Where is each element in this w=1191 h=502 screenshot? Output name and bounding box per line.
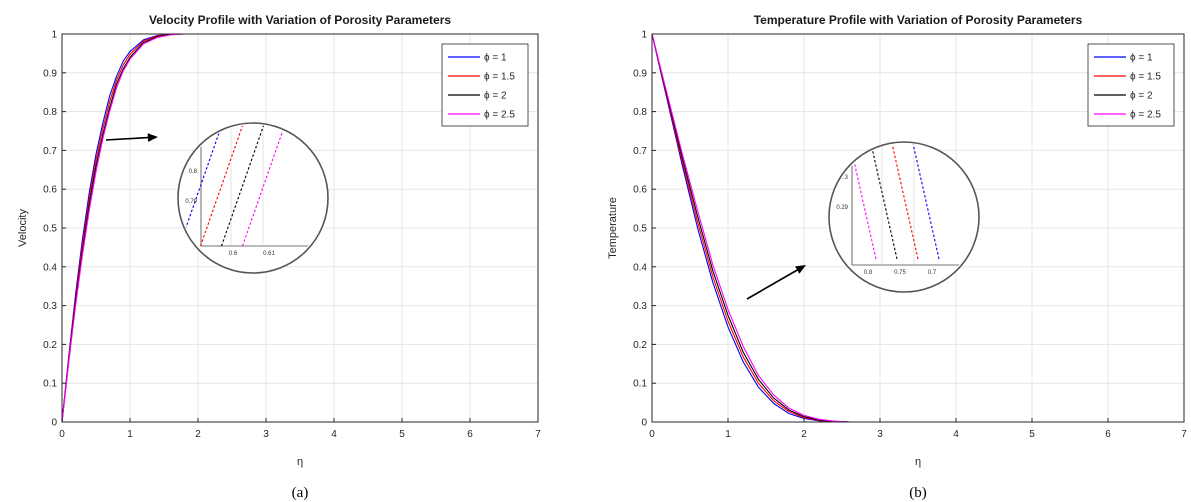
x-tick-label: 1 <box>725 429 731 440</box>
zoom-inset-content: 0.8 0.79 0.6 0.61 <box>180 125 323 257</box>
zoom-inset-circle <box>177 122 329 274</box>
zoom-inset-series <box>911 144 940 260</box>
chart-panel-b: 0 1 2 3 4 5 6 7 0 0.1 0.2 0.3 0.4 0.5 0.6 0.7 0.8 0.9 1 Tem… <box>607 13 1187 501</box>
legend: ϕ = 1 ϕ = 1.5 ϕ = 2 ϕ = 2.5 <box>441 43 529 127</box>
chart-title: Temperature Profile with Variation of Po… <box>754 13 1083 27</box>
y-tick-label: 1 <box>641 30 647 41</box>
y-tick-label: 0.8 <box>633 107 647 118</box>
x-tick-label: 7 <box>535 429 541 440</box>
y-tick-label: 0.1 <box>43 379 57 390</box>
zoom-inset-tick-label: 0.61 <box>263 251 275 257</box>
x-tick-label: 6 <box>1105 429 1111 440</box>
x-tick-label: 2 <box>801 429 807 440</box>
panel-caption: (b) <box>909 485 927 501</box>
zoom-inset-content: 0.3 0.29 0.8 0.75 0.7 <box>836 144 974 276</box>
legend-entry: ϕ = 1.5 <box>484 72 515 83</box>
x-tick-label: 3 <box>263 429 269 440</box>
legend: ϕ = 1 ϕ = 1.5 ϕ = 2 ϕ = 2.5 <box>1087 43 1175 127</box>
x-tick-label: 2 <box>195 429 201 440</box>
y-tick-label: 0.7 <box>633 146 647 157</box>
zoom-inset: 0.3 0.29 0.8 0.75 0.7 <box>828 141 980 293</box>
x-tick-label: 5 <box>1029 429 1035 440</box>
y-tick-label: 0.6 <box>43 185 57 196</box>
y-tick-label: 0.2 <box>43 340 57 351</box>
y-tick-label: 0.3 <box>633 301 647 312</box>
legend-entry: ϕ = 1 <box>484 53 507 64</box>
zoom-inset-tick-label: 0.8 <box>864 270 873 276</box>
y-tick-label: 0.1 <box>633 379 647 390</box>
y-tick-label: 0 <box>51 418 57 429</box>
y-tick-label: 0.3 <box>43 301 57 312</box>
y-tick-label: 0.5 <box>43 224 57 235</box>
y-tick-label: 0.2 <box>633 340 647 351</box>
y-tick-label: 0.9 <box>43 68 57 79</box>
y-axis-label: Temperature <box>607 197 619 259</box>
legend-entry: ϕ = 2.5 <box>1130 110 1161 121</box>
panel-caption: (a) <box>292 485 309 501</box>
zoom-inset-series <box>869 144 898 260</box>
zoom-arrow <box>105 136 151 141</box>
zoom-arrowhead <box>795 265 806 274</box>
legend-entry: ϕ = 1 <box>1130 53 1153 64</box>
zoom-inset-series <box>848 144 877 260</box>
chart-panel-a: 0 1 2 3 4 5 6 7 0 0.1 0.2 0.3 0.4 0.5 0.6 0.7 0.8 0.9 1 Vel… <box>17 13 541 501</box>
y-tick-label: 0.4 <box>633 262 647 273</box>
x-tick-label: 6 <box>467 429 473 440</box>
y-tick-label: 0 <box>641 418 647 429</box>
axes-box <box>61 33 539 423</box>
zoom-inset-tick-label: 0.79 <box>185 199 197 205</box>
y-tick-label: 0.7 <box>43 146 57 157</box>
zoom-inset: 0.8 0.79 0.6 0.61 <box>177 122 329 274</box>
zoom-inset-tick-label: 0.6 <box>229 251 238 257</box>
legend-entry: ϕ = 1.5 <box>1130 72 1161 83</box>
y-tick-label: 1 <box>51 30 57 41</box>
zoom-arrow <box>746 268 800 300</box>
x-tick-label: 4 <box>331 429 337 440</box>
legend-box <box>1087 43 1175 127</box>
y-tick-label: 0.6 <box>633 185 647 196</box>
legend-box <box>441 43 529 127</box>
x-tick-label: 0 <box>649 429 655 440</box>
x-axis-label: η <box>915 456 921 468</box>
y-tick-label: 0.8 <box>43 107 57 118</box>
x-tick-label: 4 <box>953 429 959 440</box>
x-axis-label: η <box>297 456 303 468</box>
zoom-arrowhead <box>147 133 158 142</box>
x-tick-label: 1 <box>127 429 133 440</box>
chart-title: Velocity Profile with Variation of Poros… <box>149 13 451 27</box>
legend-entry: ϕ = 2.5 <box>484 110 515 121</box>
x-tick-label: 7 <box>1181 429 1187 440</box>
y-tick-label: 0.4 <box>43 262 57 273</box>
zoom-inset-tick-label: 0.3 <box>840 175 849 181</box>
zoom-inset-tick-label: 0.8 <box>189 169 198 175</box>
x-tick-label: 0 <box>59 429 65 440</box>
x-tick-label: 5 <box>399 429 405 440</box>
legend-entry: ϕ = 2 <box>1130 91 1153 102</box>
legend-entry: ϕ = 2 <box>484 91 507 102</box>
y-axis-label: Velocity <box>17 209 29 247</box>
zoom-inset-tick-label: 0.75 <box>894 270 906 276</box>
zoom-inset-series <box>890 144 919 260</box>
y-tick-label: 0.9 <box>633 68 647 79</box>
zoom-inset-circle <box>828 141 980 293</box>
axes-box <box>651 33 1185 423</box>
zoom-inset-tick-label: 0.7 <box>928 270 937 276</box>
x-tick-label: 3 <box>877 429 883 440</box>
zoom-inset-tick-label: 0.29 <box>836 205 848 211</box>
series-line <box>61 33 538 423</box>
series-line <box>651 33 1184 423</box>
y-tick-label: 0.5 <box>633 224 647 235</box>
